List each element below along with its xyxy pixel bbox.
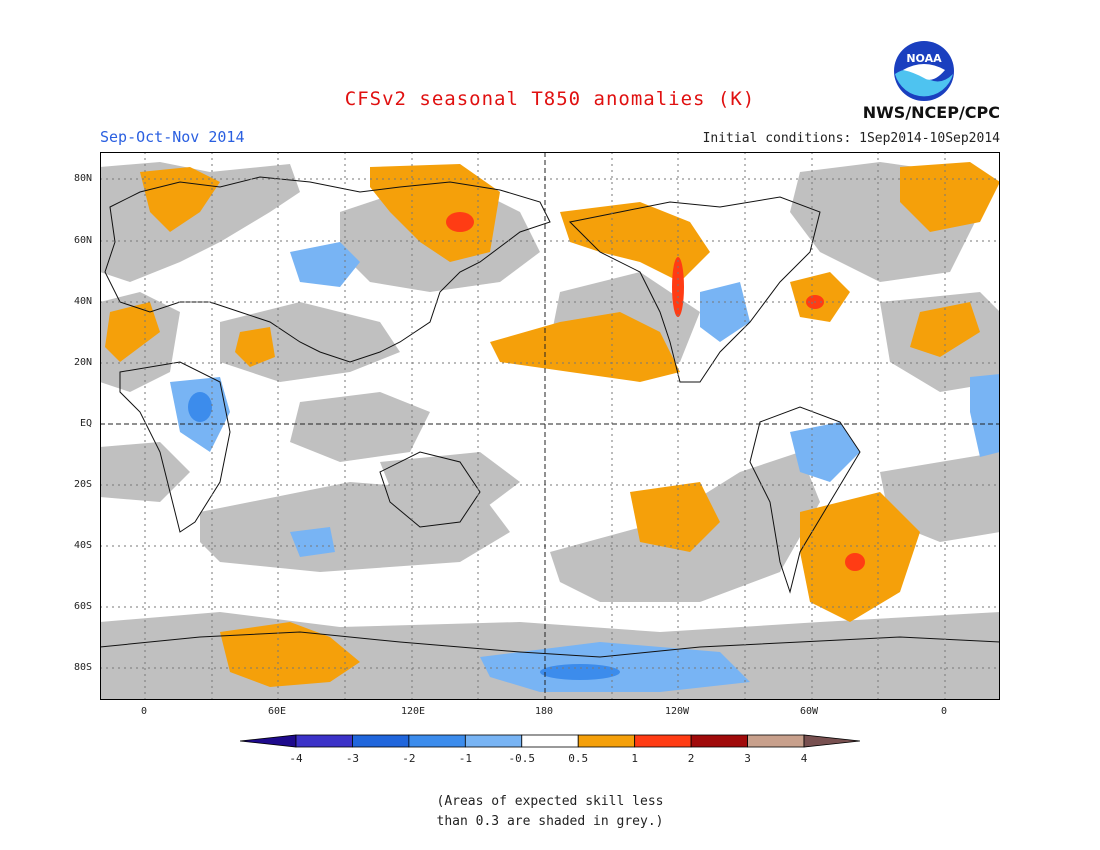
colorbar: -4 -3 -2 -1 -0.5 0.5 1 2 3 4 <box>240 734 860 765</box>
chart-title: CFSv2 seasonal T850 anomalies (K) <box>344 88 756 110</box>
lon-label: 120E <box>401 706 426 717</box>
colorbar-label: -3 <box>346 752 359 765</box>
colorbar-swatch <box>295 734 353 748</box>
colorbar-swatch <box>690 734 748 748</box>
colorbar-swatch <box>240 734 297 748</box>
season-label: Sep-Oct-Nov 2014 <box>100 128 245 146</box>
colorbar-swatch <box>408 734 466 748</box>
colorbar-label: 3 <box>744 752 751 765</box>
lat-label: 60S <box>74 601 93 612</box>
colorbar-label: -2 <box>402 752 415 765</box>
agency-label: NWS/NCEP/CPC <box>862 103 1000 122</box>
lon-label: 60W <box>800 706 819 717</box>
lat-label: 80N <box>74 173 93 184</box>
colorbar-swatch <box>577 734 636 748</box>
lat-label: 20N <box>74 357 93 368</box>
lat-label: 60N <box>74 235 93 246</box>
colorbar-swatch <box>747 734 805 748</box>
lon-label: 180 <box>535 706 554 717</box>
lon-label: 120W <box>665 706 690 717</box>
colorbar-label: 4 <box>801 752 808 765</box>
colorbar-label: -4 <box>289 752 303 765</box>
colorbar-swatch <box>634 734 692 748</box>
colorbar-swatch <box>464 734 523 748</box>
initial-conditions-label: Initial conditions: 1Sep2014-10Sep2014 <box>702 131 1000 146</box>
anomaly-map <box>100 152 1000 700</box>
lat-label: 20S <box>74 479 93 490</box>
equator-dateline <box>100 152 1000 700</box>
warm-anomaly-areas <box>105 162 1000 687</box>
colorbar-label: 0.5 <box>568 752 588 765</box>
colorbar-label: -1 <box>459 752 472 765</box>
lat-label: EQ <box>80 418 93 429</box>
colorbar-label: -0.5 <box>509 752 536 765</box>
skill-note-line1: (Areas of expected skill less <box>436 794 664 809</box>
colorbar-swatch <box>352 734 410 748</box>
lon-label: 0 <box>941 706 948 717</box>
lat-label: 80S <box>74 662 93 673</box>
lon-label: 60E <box>268 706 287 717</box>
lon-label: 0 <box>141 706 148 717</box>
cool-anomaly-areas <box>170 242 1000 692</box>
graticule <box>100 152 1000 700</box>
colorbar-swatch <box>803 734 860 748</box>
lat-label: 40S <box>74 540 93 551</box>
colorbar-label: 2 <box>688 752 695 765</box>
skill-note: (Areas of expected skill less than 0.3 a… <box>0 792 1100 832</box>
colorbar-label: 1 <box>631 752 638 765</box>
skill-note-line2: than 0.3 are shaded in grey.) <box>436 814 664 829</box>
noaa-logo: NOAA <box>894 41 954 101</box>
lat-label: 40N <box>74 296 93 307</box>
colorbar-swatch <box>521 734 579 748</box>
strong-warm-anomaly-areas <box>446 212 865 571</box>
noaa-logo-text: NOAA <box>906 52 942 65</box>
